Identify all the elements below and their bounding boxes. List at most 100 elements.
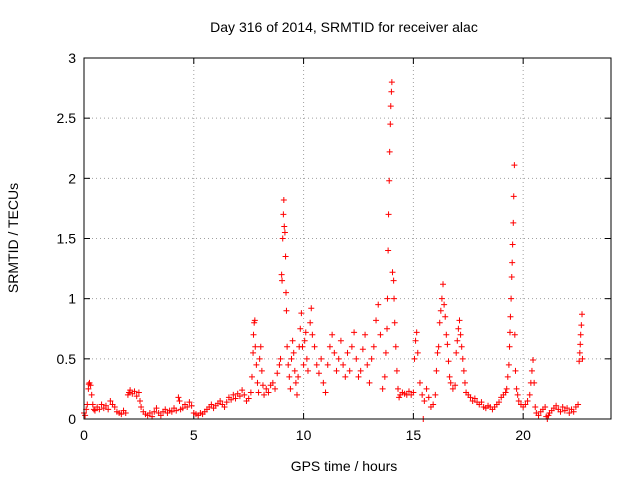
- y-tick-label: 1.5: [57, 231, 77, 247]
- data-point: [313, 361, 320, 368]
- data-point: [512, 367, 519, 374]
- data-point: [373, 317, 380, 324]
- data-point: [455, 325, 462, 332]
- data-point: [505, 361, 512, 368]
- data-point: [250, 331, 257, 338]
- data-point: [274, 370, 281, 377]
- data-point: [322, 389, 329, 396]
- data-point: [136, 397, 143, 404]
- data-point: [391, 319, 398, 326]
- data-point: [425, 394, 432, 401]
- data-point: [251, 317, 258, 324]
- data-point: [535, 412, 542, 419]
- data-point: [311, 343, 318, 350]
- data-point: [575, 401, 582, 408]
- data-point: [320, 379, 327, 386]
- data-point: [269, 379, 276, 386]
- data-point: [461, 379, 468, 386]
- data-point: [416, 379, 423, 386]
- data-point: [307, 319, 314, 326]
- y-tick-label: 1: [68, 291, 76, 307]
- data-point: [252, 343, 259, 350]
- data-point: [386, 148, 393, 155]
- data-point: [247, 389, 254, 396]
- data-point: [281, 223, 288, 230]
- data-point: [388, 88, 395, 95]
- data-point: [553, 402, 560, 409]
- data-point: [578, 322, 585, 329]
- data-point: [370, 343, 377, 350]
- data-point: [391, 295, 398, 302]
- data-point: [405, 388, 412, 395]
- y-tick-label: 2.5: [57, 110, 77, 126]
- data-point: [437, 307, 444, 314]
- data-point: [579, 355, 586, 362]
- data-point: [456, 317, 463, 324]
- data-point: [459, 355, 466, 362]
- data-point: [458, 343, 465, 350]
- data-point: [423, 385, 430, 392]
- data-point: [435, 343, 442, 350]
- plot-frame: [83, 57, 612, 420]
- data-point: [315, 370, 322, 377]
- data-point: [96, 406, 103, 413]
- data-point: [509, 259, 516, 266]
- data-point: [379, 385, 386, 392]
- data-point: [280, 196, 287, 203]
- data-point: [173, 407, 180, 414]
- data-point: [289, 337, 296, 344]
- data-point: [381, 373, 388, 380]
- data-point: [88, 391, 95, 398]
- data-point: [387, 103, 394, 110]
- data-point: [414, 349, 421, 356]
- data-point: [375, 301, 382, 308]
- data-point: [285, 361, 292, 368]
- data-point: [532, 403, 539, 410]
- data-point: [531, 379, 538, 386]
- data-point: [507, 313, 514, 320]
- axis-ticks: [83, 57, 611, 420]
- data-point: [446, 373, 453, 380]
- data-point: [577, 331, 584, 338]
- data-point: [331, 349, 338, 356]
- data-point: [292, 379, 299, 386]
- data-point: [283, 289, 290, 296]
- data-point: [445, 358, 452, 365]
- data-point: [522, 401, 529, 408]
- data-point: [564, 405, 571, 412]
- data-point: [524, 397, 531, 404]
- data-point: [107, 397, 114, 404]
- data-point: [118, 411, 125, 418]
- data-point: [441, 301, 448, 308]
- data-point: [344, 349, 351, 356]
- data-point: [290, 349, 297, 356]
- data-point: [217, 397, 224, 404]
- data-point: [179, 405, 186, 412]
- data-point: [326, 343, 333, 350]
- data-point: [263, 385, 270, 392]
- data-point: [388, 79, 395, 86]
- data-point: [513, 385, 520, 392]
- data-point: [442, 313, 449, 320]
- data-point: [98, 401, 105, 408]
- data-point: [508, 274, 515, 281]
- data-point: [577, 341, 584, 348]
- data-point: [288, 355, 295, 362]
- data-point: [281, 229, 288, 236]
- data-point: [239, 387, 246, 394]
- data-point: [261, 391, 268, 398]
- y-tick-label: 0: [68, 411, 76, 427]
- data-point: [151, 408, 158, 415]
- data-point: [168, 408, 175, 415]
- data-point: [257, 343, 264, 350]
- data-point: [278, 271, 285, 278]
- data-point: [122, 409, 129, 416]
- data-point: [302, 329, 309, 336]
- data-point: [230, 391, 237, 398]
- data-point: [434, 349, 441, 356]
- data-point: [87, 382, 94, 389]
- data-point: [82, 412, 89, 419]
- data-point: [454, 337, 461, 344]
- data-point: [389, 269, 396, 276]
